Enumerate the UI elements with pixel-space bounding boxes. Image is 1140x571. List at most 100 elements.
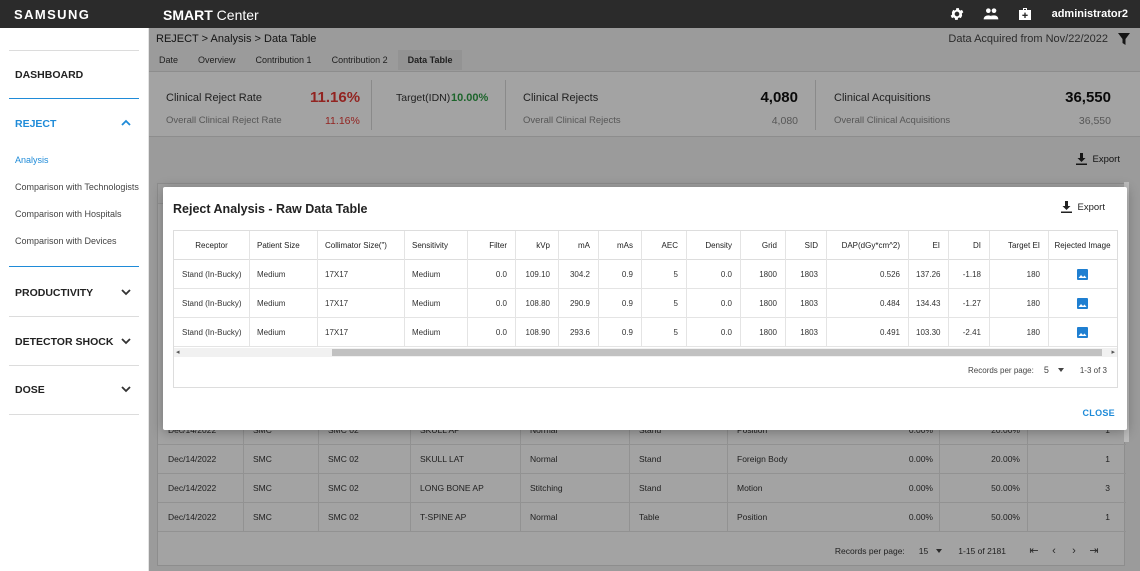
filter-icon[interactable] [1118, 33, 1130, 45]
raw-data-modal: Reject Analysis - Raw Data Table Export … [163, 187, 1127, 430]
dropdown-arrow-icon [1057, 368, 1064, 372]
column-divider [785, 231, 786, 347]
prev-page-icon[interactable]: ‹ [1052, 544, 1056, 557]
target-value: 10.00% [451, 92, 489, 104]
records-per-page-label: Records per page: [968, 365, 1034, 375]
rejected-image-icon[interactable] [1048, 260, 1117, 289]
column-header[interactable]: Density [705, 241, 732, 250]
column-header[interactable]: SID [804, 241, 818, 250]
column-header[interactable]: kVp [536, 241, 550, 250]
column-header[interactable]: Target EI [1007, 241, 1040, 250]
cell-ei: 103.30 [916, 328, 941, 337]
cell-patient-size: Medium [257, 328, 286, 337]
chevron-down-icon[interactable] [120, 383, 132, 395]
cell-receptor: Stand (In-Bucky) [182, 328, 242, 337]
table-row[interactable]: Dec/14/2022 SMC SMC 02 SKULL LAT Normal … [158, 445, 1126, 474]
raw-table-row[interactable]: Stand (In-Bucky) Medium 17X17 Medium 0.0… [174, 318, 1117, 347]
records-per-page-select[interactable]: 5 [1044, 365, 1066, 375]
scroll-left-icon[interactable]: ◂ [176, 349, 180, 356]
column-divider [243, 416, 244, 532]
column-header[interactable]: Patient Size [257, 241, 300, 250]
records-per-page-select[interactable]: 15 [919, 546, 944, 556]
column-header[interactable]: Sensitivity [412, 241, 449, 250]
sidebar-item-productivity[interactable]: PRODUCTIVITY [15, 287, 94, 299]
table-row[interactable]: Dec/14/2022 SMC SMC 02 SKULL AP Normal S… [158, 416, 1126, 445]
cell-target-ei: 180 [1026, 299, 1040, 308]
tab-data-table[interactable]: Data Table [397, 50, 463, 70]
user-name[interactable]: administrator2 [1051, 8, 1128, 20]
sidebar-divider [9, 50, 139, 51]
column-divider [989, 231, 990, 347]
table-row[interactable]: Dec/14/2022 SMC SMC 02 LONG BONE AP Stit… [158, 474, 1126, 503]
next-page-icon[interactable]: › [1072, 544, 1076, 557]
sidebar-divider [9, 316, 139, 317]
sidebar-item-reject[interactable]: REJECT [15, 118, 57, 130]
sidebar-item-technologists[interactable]: Comparison with Technologists [15, 182, 139, 192]
rejected-image-icon[interactable] [1048, 289, 1117, 318]
users-icon[interactable] [974, 0, 1008, 28]
chevron-up-icon[interactable] [120, 117, 132, 129]
app-title-rest: Center [212, 7, 259, 23]
cell: SMC 02 [328, 454, 359, 464]
raw-table-row[interactable]: Stand (In-Bucky) Medium 17X17 Medium 0.0… [174, 289, 1117, 318]
tab-overview[interactable]: Overview [198, 55, 236, 65]
column-header[interactable]: Rejected Image [1054, 241, 1111, 250]
column-header[interactable]: DAP(dGy*cm^2) [841, 241, 900, 250]
cell-kvp: 109.10 [525, 270, 550, 279]
settings-gear-icon[interactable] [940, 0, 974, 28]
first-page-icon[interactable]: ⇤ [1029, 545, 1039, 557]
column-divider [686, 231, 687, 347]
app-title: SMART Center [163, 0, 259, 28]
sidebar-item-devices[interactable]: Comparison with Devices [15, 236, 117, 246]
sidebar-item-dashboard[interactable]: DASHBOARD [15, 69, 84, 81]
last-page-icon[interactable]: ⇥ [1089, 545, 1099, 557]
chevron-down-icon[interactable] [120, 335, 132, 347]
records-per-page-value: 15 [918, 545, 929, 556]
close-button[interactable]: CLOSE [1082, 408, 1115, 418]
rejected-image-icon[interactable] [1048, 318, 1117, 347]
page-range: 1-15 of 2181 [958, 545, 1006, 556]
table-row[interactable]: Dec/14/2022 SMC SMC 02 T-SPINE AP Normal… [158, 503, 1126, 532]
scroll-right-icon[interactable]: ▸ [1111, 349, 1115, 356]
sidebar-item-hospitals[interactable]: Comparison with Hospitals [15, 209, 122, 219]
export-button[interactable]: Export [1075, 153, 1120, 165]
column-header[interactable]: Receptor [195, 241, 228, 250]
column-divider [598, 231, 599, 347]
sidebar-item-detector-shock[interactable]: DETECTOR SHOCK [15, 336, 114, 348]
column-header[interactable]: Collimator Size(") [325, 241, 387, 250]
column-divider [249, 231, 250, 347]
scrollbar-thumb[interactable] [332, 349, 1102, 356]
sidebar: DASHBOARD REJECT Analysis Comparison wit… [0, 28, 149, 571]
column-header[interactable]: DI [973, 241, 981, 250]
column-header[interactable]: mA [578, 241, 590, 250]
cell: Normal [530, 425, 558, 435]
column-divider [317, 231, 318, 347]
cell: LONG BONE AP [420, 483, 484, 493]
cell-aec: 5 [673, 328, 678, 337]
tab-contribution-1[interactable]: Contribution 1 [255, 55, 312, 65]
sidebar-item-dose[interactable]: DOSE [15, 384, 45, 396]
column-header[interactable]: Grid [761, 241, 777, 250]
cell-sensitivity: Medium [412, 299, 441, 308]
column-header[interactable]: AEC [661, 241, 678, 250]
medical-kit-icon[interactable] [1008, 0, 1042, 28]
raw-table-row[interactable]: Stand (In-Bucky) Medium 17X17 Medium 0.0… [174, 260, 1117, 289]
tab-date[interactable]: Date [159, 55, 179, 65]
download-icon [1075, 153, 1087, 165]
modal-export-label: Export [1077, 201, 1105, 213]
cell-ma: 290.9 [569, 299, 590, 308]
cell-kvp: 108.80 [525, 299, 550, 308]
page-range: 1-3 of 3 [1079, 365, 1107, 375]
tab-contribution-2[interactable]: Contribution 2 [331, 55, 388, 65]
column-header[interactable]: Filter [489, 241, 507, 250]
column-header[interactable]: EI [932, 241, 940, 250]
modal-title: Reject Analysis - Raw Data Table [173, 202, 368, 216]
horizontal-scrollbar[interactable]: ◂ ▸ [174, 348, 1117, 357]
clinical-rejects-label: Clinical Rejects [523, 92, 599, 104]
sidebar-item-analysis[interactable]: Analysis [15, 155, 49, 165]
chevron-down-icon[interactable] [120, 286, 132, 298]
modal-export-button[interactable]: Export [1060, 201, 1105, 213]
cell-di: -2.41 [962, 328, 981, 337]
column-divider [410, 416, 411, 532]
column-header[interactable]: mAs [617, 241, 633, 250]
